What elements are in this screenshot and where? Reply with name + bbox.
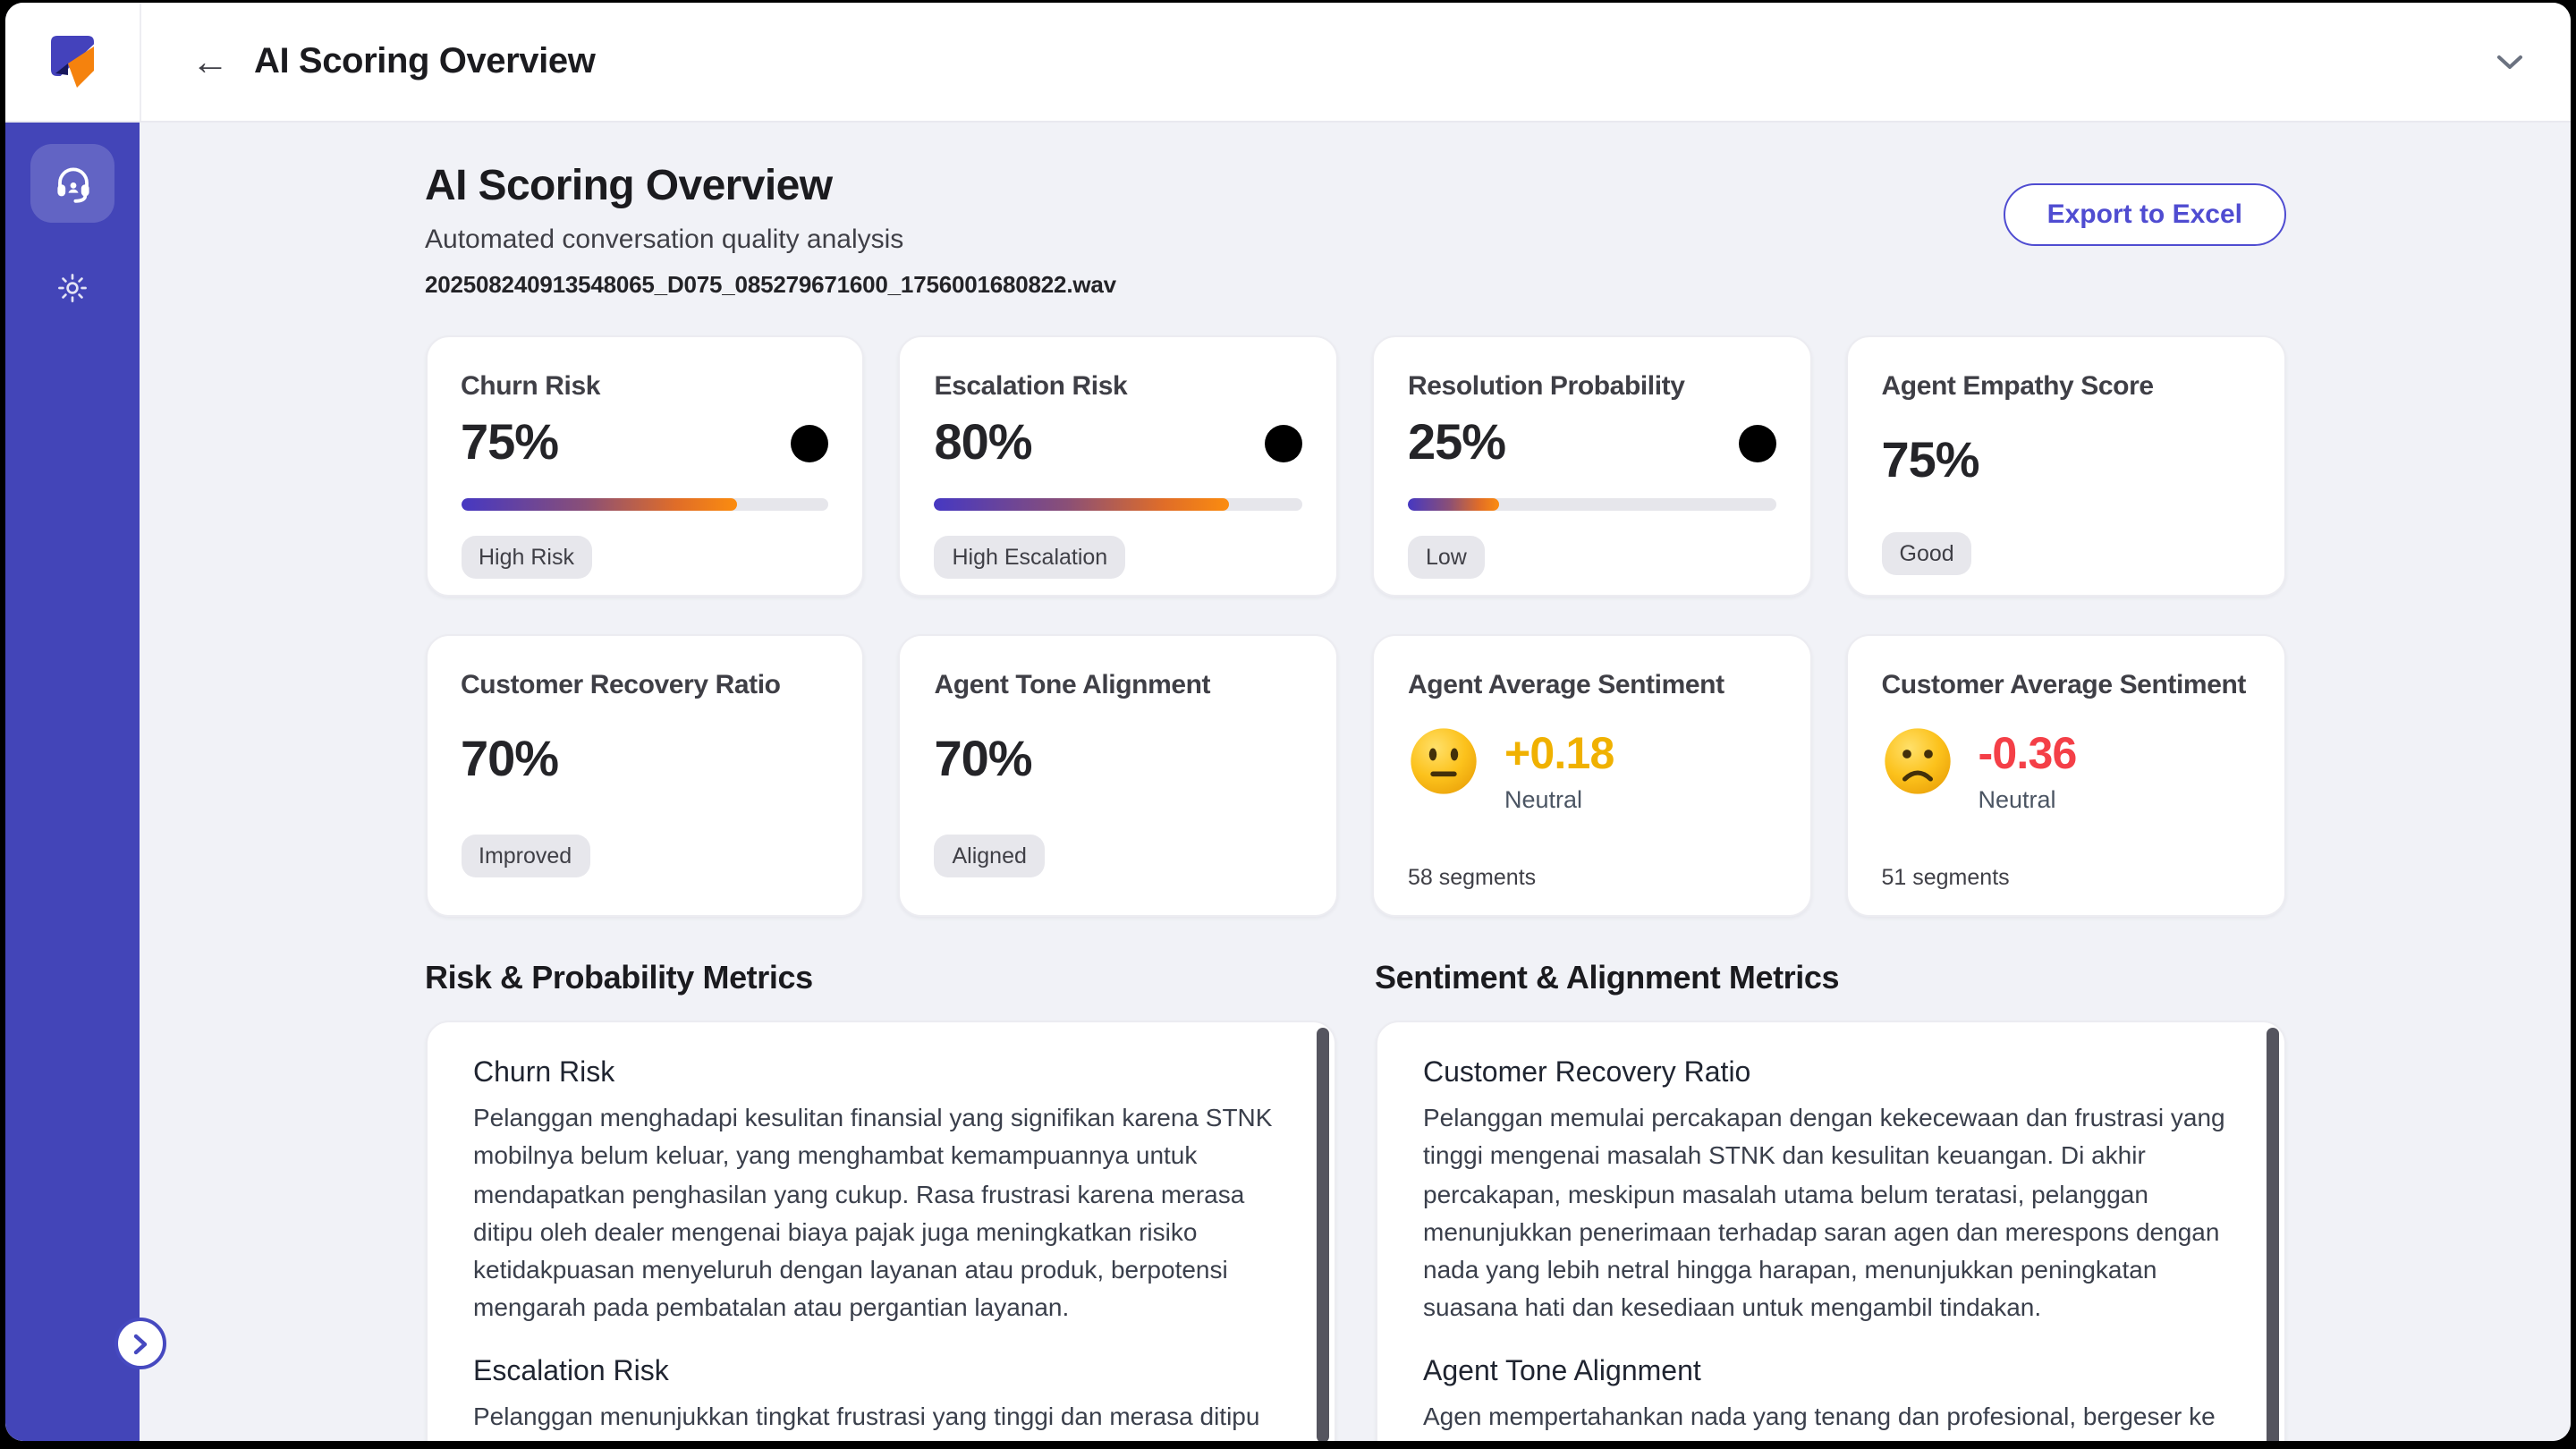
page-subtitle: Automated conversation quality analysis [425, 225, 904, 255]
progress-fill [1408, 498, 1500, 511]
panel-item-title: Customer Recovery Ratio [1423, 1058, 1751, 1089]
app-logo[interactable] [5, 3, 141, 121]
card-title: Customer Average Sentiment [1881, 670, 2247, 700]
card-customer-average-sentiment: Customer Average Sentiment -0.36 [1845, 634, 2285, 917]
metric-card-row: Churn Risk 75% High Risk Escalation Risk [425, 335, 2285, 597]
card-title: Agent Tone Alignment [934, 670, 1211, 700]
section-heading: Risk & Probability Metrics [425, 960, 813, 996]
main-area: AI Scoring Overview Automated conversati… [5, 123, 2571, 1441]
progress-track [934, 498, 1302, 511]
risk-metrics-panel: Churn Risk Pelanggan menghadapi kesulita… [425, 1021, 1335, 1441]
sentiment-value: +0.18 [1504, 729, 1614, 779]
secondary-card-row: Customer Recovery Ratio 70% Improved Age… [425, 634, 2285, 917]
panel-item-text: Agen mempertahankan nada yang tenang dan… [1423, 1401, 2216, 1441]
sentiment-value: -0.36 [1978, 729, 2078, 779]
logo-icon [50, 36, 93, 88]
progress-fill [934, 498, 1229, 511]
app-window: ← AI Scoring Overview [5, 3, 2571, 1441]
section-sentiment-alignment: Sentiment & Alignment Metrics Customer R… [1375, 960, 2285, 1441]
card-value: 70% [461, 731, 559, 786]
audio-filename: 202508240913548065_D075_085279671600_175… [425, 271, 1116, 298]
content: AI Scoring Overview Automated conversati… [140, 123, 2571, 1441]
panel-item-text: Pelanggan memulai percakapan dengan keke… [1423, 1103, 2225, 1322]
section-heading: Sentiment & Alignment Metrics [1375, 960, 1840, 996]
detail-sections: Risk & Probability Metrics Churn Risk Pe… [425, 960, 2285, 1441]
card-value: 75% [1881, 432, 1980, 487]
card-value: 70% [934, 731, 1033, 786]
panel-item-text: Pelanggan menunjukkan tingkat frustrasi … [473, 1401, 1260, 1441]
sidebar-item-settings[interactable] [30, 248, 114, 326]
arrow-left-icon: ← [191, 41, 229, 82]
card-value: 80% [934, 414, 1033, 470]
card-title: Customer Recovery Ratio [461, 670, 781, 700]
status-badge: High Escalation [934, 536, 1126, 579]
progress-track [461, 498, 829, 511]
panel-item-title: Agent Tone Alignment [1423, 1356, 1701, 1387]
export-to-excel-button[interactable]: Export to Excel [2004, 183, 2285, 246]
progress-fill [461, 498, 737, 511]
card-customer-recovery-ratio: Customer Recovery Ratio 70% Improved [425, 634, 865, 917]
progress-track [1408, 498, 1776, 511]
sidebar [5, 123, 140, 1441]
card-title: Agent Average Sentiment [1408, 670, 1724, 700]
scrollbar-thumb[interactable] [1316, 1028, 1328, 1441]
page-title: AI Scoring Overview [425, 162, 833, 210]
card-title: Resolution Probability [1408, 371, 1685, 402]
panel-item-title: Churn Risk [473, 1058, 615, 1089]
frowning-face-icon [1884, 728, 1951, 794]
sentiment-metrics-panel: Customer Recovery Ratio Pelanggan memula… [1375, 1021, 2285, 1441]
gear-icon [58, 273, 87, 301]
card-churn-risk: Churn Risk 75% High Risk [425, 335, 865, 597]
header-title: AI Scoring Overview [254, 41, 596, 80]
card-agent-empathy-score: Agent Empathy Score 75% Good [1845, 335, 2285, 597]
segments-count: 58 segments [1408, 865, 1537, 890]
status-badge: Improved [461, 835, 590, 877]
indicator-dot-icon [791, 424, 829, 462]
sentiment-label: Neutral [1504, 786, 1583, 813]
card-resolution-probability: Resolution Probability 25% Low [1372, 335, 1812, 597]
card-title: Agent Empathy Score [1881, 371, 2155, 402]
card-title: Churn Risk [461, 371, 601, 402]
sidebar-expand-button[interactable] [114, 1318, 166, 1369]
section-risk-probability: Risk & Probability Metrics Churn Risk Pe… [425, 960, 1335, 1441]
back-button[interactable]: ← [184, 39, 236, 84]
scrollbar-thumb[interactable] [2266, 1028, 2278, 1441]
sidebar-item-conversations[interactable] [30, 144, 114, 223]
indicator-dot-icon [1738, 424, 1776, 462]
indicator-dot-icon [1265, 424, 1302, 462]
card-agent-average-sentiment: Agent Average Sentiment +0.18 [1372, 634, 1812, 917]
card-value: 75% [461, 414, 559, 470]
page-header: AI Scoring Overview Automated conversati… [425, 162, 2285, 298]
status-badge: Good [1881, 532, 1972, 575]
app-header: ← AI Scoring Overview [5, 3, 2571, 123]
segments-count: 51 segments [1881, 865, 2010, 890]
panel-item-title: Escalation Risk [473, 1356, 669, 1387]
card-title: Escalation Risk [934, 371, 1128, 402]
status-badge: Aligned [934, 835, 1045, 877]
status-badge: High Risk [461, 536, 592, 579]
headset-icon [56, 167, 89, 203]
chevron-right-icon [133, 1333, 148, 1354]
chevron-down-icon[interactable] [2496, 53, 2524, 71]
neutral-face-icon [1411, 728, 1477, 794]
card-escalation-risk: Escalation Risk 80% High Escalation [898, 335, 1338, 597]
status-badge: Low [1408, 536, 1485, 579]
card-agent-tone-alignment: Agent Tone Alignment 70% Aligned [898, 634, 1338, 917]
sentiment-label: Neutral [1978, 786, 2056, 813]
card-value: 25% [1408, 414, 1506, 470]
stage: ← AI Scoring Overview [0, 3, 2576, 1449]
panel-item-text: Pelanggan menghadapi kesulitan finansial… [473, 1103, 1273, 1322]
